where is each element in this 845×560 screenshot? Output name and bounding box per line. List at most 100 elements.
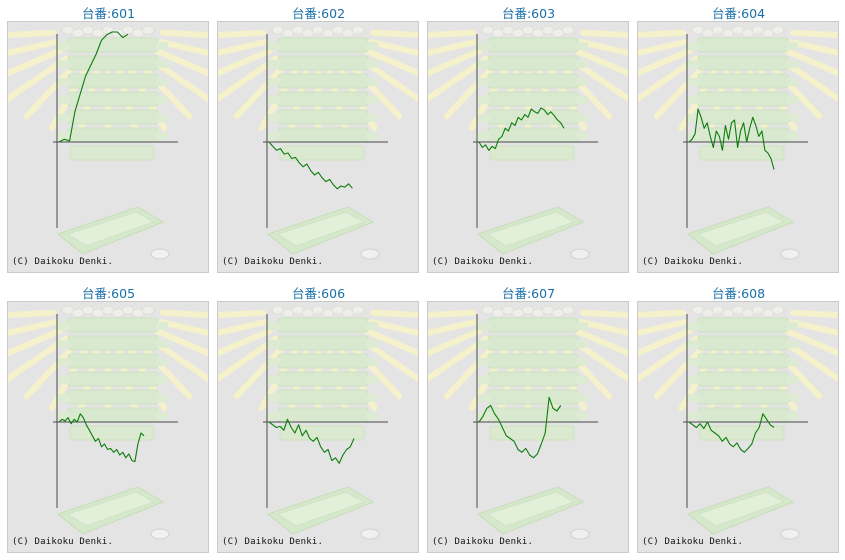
sun-ray xyxy=(8,309,57,319)
stacked-box-icon xyxy=(56,317,168,441)
decorative-background xyxy=(638,305,838,540)
machine-number-title[interactable]: 台番:607 xyxy=(501,286,556,301)
copyright-text: (C) Daikoku Denki. xyxy=(12,257,114,267)
sun-ray xyxy=(428,47,483,77)
graph-panel: (C) Daikoku Denki. xyxy=(637,21,839,273)
machine-chart-4[interactable]: 台番:604 (C) Daikoku Denki. xyxy=(636,0,841,278)
sun-ray xyxy=(8,29,57,39)
machine-chart-7[interactable]: 台番:607 (C) Daikoku Denki. xyxy=(426,280,631,558)
coin-pile-icon xyxy=(61,25,155,38)
slump-graph xyxy=(428,25,628,260)
slump-line xyxy=(688,413,775,453)
machine-number-title[interactable]: 台番:605 xyxy=(81,286,136,301)
machine-number-title[interactable]: 台番:602 xyxy=(291,6,346,21)
sun-ray xyxy=(428,327,483,357)
machine-number-title[interactable]: 台番:603 xyxy=(501,6,556,21)
machine-chart-5[interactable]: 台番:605 (C) Daikoku Denki. xyxy=(6,280,211,558)
slump-graph xyxy=(218,25,418,260)
sun-ray xyxy=(789,29,838,39)
sun-ray xyxy=(218,47,273,77)
sun-ray xyxy=(159,29,208,39)
machine-chart-2[interactable]: 台番:602 (C) Daikoku Denki. xyxy=(216,0,421,278)
graph-panel: (C) Daikoku Denki. xyxy=(217,301,419,553)
decorative-background xyxy=(218,305,418,540)
copyright-text: (C) Daikoku Denki. xyxy=(222,257,324,267)
sun-ray xyxy=(638,29,687,39)
machine-number-title[interactable]: 台番:608 xyxy=(711,286,766,301)
decorative-background xyxy=(428,305,628,540)
copyright-text: (C) Daikoku Denki. xyxy=(432,537,534,547)
sun-ray xyxy=(428,29,477,39)
sun-ray xyxy=(8,47,63,77)
sun-ray xyxy=(653,342,708,400)
slump-line xyxy=(478,107,565,151)
coin-pile-icon xyxy=(61,305,155,318)
stacked-box-icon xyxy=(686,317,798,441)
machine-chart-3[interactable]: 台番:603 (C) Daikoku Denki. xyxy=(426,0,631,278)
sun-ray xyxy=(233,62,288,120)
medal-tray-icon xyxy=(476,206,585,255)
sun-ray xyxy=(787,319,838,336)
sun-ray xyxy=(428,319,479,336)
graph-panel: (C) Daikoku Denki. xyxy=(7,301,209,553)
sun-ray xyxy=(428,309,477,319)
medal-tray-icon xyxy=(266,486,375,535)
copyright-text: (C) Daikoku Denki. xyxy=(432,257,534,267)
copyright-text: (C) Daikoku Denki. xyxy=(642,257,744,267)
sun-ray xyxy=(363,47,418,77)
sun-ray xyxy=(783,327,838,357)
copyright-text: (C) Daikoku Denki. xyxy=(642,537,744,547)
medal-tray-icon xyxy=(266,206,375,255)
medal-icon xyxy=(570,248,590,260)
slump-graph xyxy=(218,305,418,540)
sun-ray xyxy=(369,309,418,319)
medal-tray-icon xyxy=(686,486,795,535)
sun-ray xyxy=(157,319,208,336)
sun-ray xyxy=(218,39,269,56)
machine-number-title[interactable]: 台番:606 xyxy=(291,286,346,301)
sun-ray xyxy=(638,47,693,77)
machine-chart-1[interactable]: 台番:601 (C) Daikoku Denki. xyxy=(6,0,211,278)
sun-ray xyxy=(8,39,59,56)
sun-ray xyxy=(428,39,479,56)
slump-graph xyxy=(8,305,208,540)
slump-line xyxy=(688,108,775,170)
medal-icon xyxy=(360,528,380,540)
sun-ray xyxy=(369,29,418,39)
stacked-box-icon xyxy=(266,317,378,441)
sun-ray xyxy=(159,309,208,319)
medal-tray-icon xyxy=(686,206,795,255)
decorative-background xyxy=(8,25,208,260)
coin-pile-icon xyxy=(271,305,365,318)
graph-panel: (C) Daikoku Denki. xyxy=(427,301,629,553)
machine-chart-6[interactable]: 台番:606 (C) Daikoku Denki. xyxy=(216,280,421,558)
sun-ray xyxy=(8,327,63,357)
sun-ray xyxy=(157,39,208,56)
medal-icon xyxy=(570,528,590,540)
slump-line xyxy=(268,141,353,190)
copyright-text: (C) Daikoku Denki. xyxy=(222,537,324,547)
sun-ray xyxy=(23,342,78,400)
medal-icon xyxy=(780,248,800,260)
machine-number-title[interactable]: 台番:604 xyxy=(711,6,766,21)
sun-ray xyxy=(579,309,628,319)
sun-ray xyxy=(573,47,628,77)
slump-graph xyxy=(638,305,838,540)
sun-ray xyxy=(233,342,288,400)
copyright-text: (C) Daikoku Denki. xyxy=(12,537,114,547)
medal-icon xyxy=(780,528,800,540)
slump-graph xyxy=(8,25,208,260)
medal-tray-icon xyxy=(56,206,165,255)
sun-ray xyxy=(638,39,689,56)
sun-ray xyxy=(577,39,628,56)
slump-line xyxy=(478,396,562,459)
decorative-background xyxy=(428,25,628,260)
slump-line xyxy=(58,31,129,143)
sun-ray xyxy=(218,327,273,357)
machine-number-title[interactable]: 台番:601 xyxy=(81,6,136,21)
sun-ray xyxy=(789,309,838,319)
decorative-background xyxy=(638,25,838,260)
sun-ray xyxy=(367,319,418,336)
coin-pile-icon xyxy=(481,25,575,38)
machine-chart-8[interactable]: 台番:608 (C) Daikoku Denki. xyxy=(636,280,841,558)
